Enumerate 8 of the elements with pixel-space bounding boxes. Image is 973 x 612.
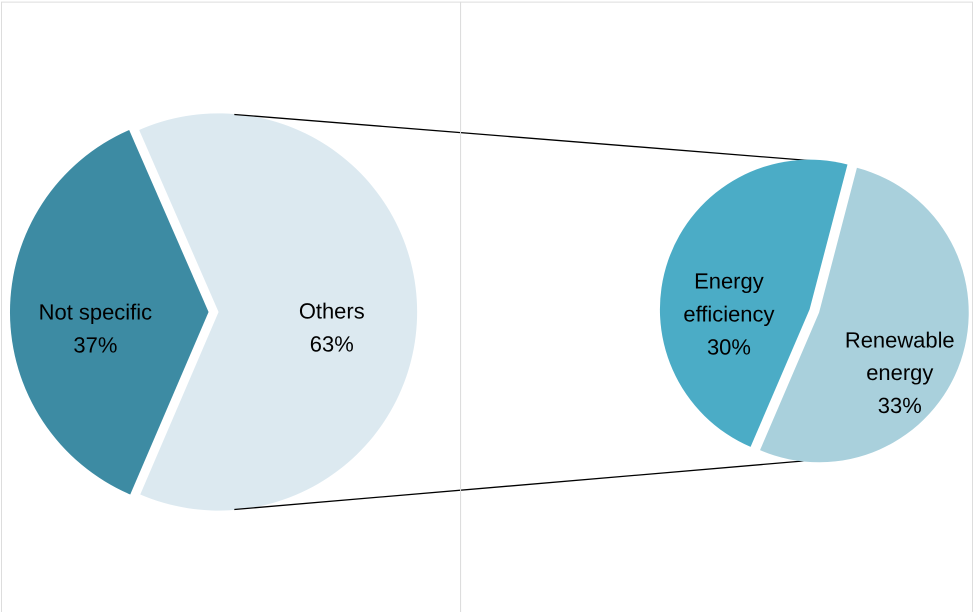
slice-label: Others: [298, 298, 365, 324]
slice-label: Renewable energy: [844, 327, 955, 386]
slice-label: Energy efficiency: [683, 268, 774, 327]
data-label: 33%: [878, 393, 922, 418]
slice-label: Not specific: [38, 299, 152, 324]
data-label: 63%: [310, 332, 354, 357]
data-label: 37%: [73, 332, 118, 358]
data-label: 30%: [706, 334, 751, 360]
